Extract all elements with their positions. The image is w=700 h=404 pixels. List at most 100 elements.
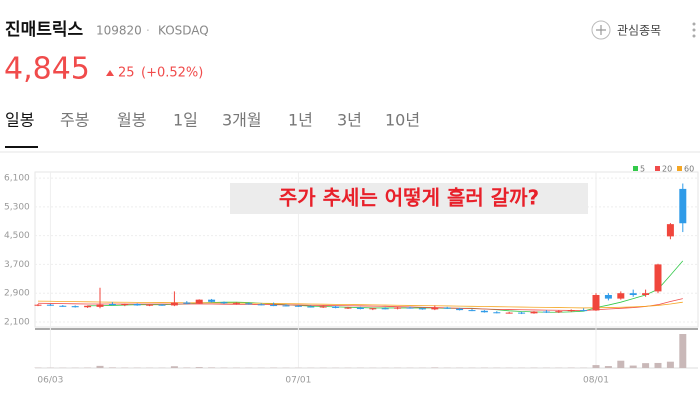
candle-body <box>295 306 302 307</box>
candle-body <box>221 302 228 303</box>
candle-body <box>59 306 66 307</box>
candle-body <box>283 305 290 306</box>
annotation: 주가 추세는 어떻게 흘러 갈까? <box>279 186 539 210</box>
candle-body <box>642 293 649 295</box>
legend-label: 60 <box>684 165 694 174</box>
candle-body <box>320 307 327 308</box>
watch-button[interactable]: 관심종목 <box>592 21 661 39</box>
up-triangle <box>106 70 114 76</box>
candle-body <box>258 304 265 305</box>
volume-bar <box>655 363 662 368</box>
candle-body <box>444 308 451 309</box>
y-tick-label: 4,500 <box>4 231 30 241</box>
candle-body <box>493 312 500 313</box>
price: 4,845 <box>4 52 90 87</box>
y-tick-label: 3,700 <box>4 260 30 270</box>
volume-bar <box>679 334 686 368</box>
y-tick-label: 2,100 <box>4 317 30 327</box>
candle-body <box>369 308 376 309</box>
candle-body <box>506 313 513 314</box>
candle-body <box>543 312 550 313</box>
tab[interactable]: 월봉 <box>117 111 146 130</box>
volume-bar <box>431 367 438 368</box>
candle-body <box>121 304 128 305</box>
tab[interactable]: 일봉 <box>5 111 34 130</box>
candle-body <box>667 224 674 236</box>
tab[interactable]: 1년 <box>288 111 313 130</box>
legend-swatch <box>677 166 682 171</box>
tab[interactable]: 1일 <box>173 111 198 130</box>
x-tick-label: 08/01 <box>583 376 609 386</box>
change-percent: (+0.52%) <box>141 66 203 81</box>
candle-body <box>47 305 54 306</box>
separator: · <box>146 24 150 38</box>
plus-sign <box>596 25 606 35</box>
candle-body <box>183 303 190 304</box>
candle-body <box>531 312 538 314</box>
change: 25 <box>118 66 135 81</box>
candle-body <box>407 308 414 309</box>
candle-body <box>431 308 438 310</box>
legend-swatch <box>655 166 660 171</box>
volume-bar <box>208 367 215 368</box>
candle-body <box>357 308 364 309</box>
tabs: 일봉 주봉 월봉 1일 3개월 1년 3년 10년 <box>5 111 420 130</box>
candle-body <box>382 308 389 309</box>
candle-body <box>593 295 600 310</box>
candle-body <box>679 189 686 223</box>
candle-body <box>617 293 624 298</box>
candle-body <box>35 305 42 306</box>
candle-body <box>469 310 476 311</box>
volume-bar <box>617 361 624 368</box>
chart: 2,100 2,900 3,700 4,500 5,300 6,100 06/03 07/01… <box>0 152 700 386</box>
candle-body <box>72 306 79 307</box>
tab[interactable]: 10년 <box>385 111 420 130</box>
stock-name: 진매트릭스 <box>5 20 84 40</box>
volume-bar <box>593 365 600 368</box>
candle-body <box>332 307 339 308</box>
candle-body <box>345 308 352 309</box>
candle-body <box>630 293 637 295</box>
candle-body <box>605 295 612 299</box>
volume-bar <box>97 366 104 368</box>
stock-code: 109820 <box>96 24 142 38</box>
volume-bar <box>667 362 674 368</box>
candle-body <box>270 305 277 306</box>
candle-body <box>159 305 166 306</box>
candle-body <box>245 303 252 304</box>
candle-body <box>456 309 463 310</box>
candle-body <box>146 305 153 306</box>
candle-body <box>109 304 116 305</box>
volume-bar <box>196 367 203 368</box>
volume-bar <box>630 366 637 368</box>
market: KOSDAQ <box>158 24 209 38</box>
volume-bar <box>171 366 178 368</box>
x-tick-label: 06/03 <box>37 376 63 386</box>
y-tick-label: 5,300 <box>4 202 30 212</box>
legend-label: 20 <box>662 165 672 174</box>
watch-label: 관심종목 <box>617 24 661 38</box>
y-tick-label: 6,100 <box>4 174 30 184</box>
more-menu[interactable] <box>693 23 696 38</box>
volume-bar <box>605 366 612 368</box>
x-tick-label: 07/01 <box>285 376 311 386</box>
candle-body <box>196 300 203 304</box>
candle-body <box>555 311 562 312</box>
candle-body <box>84 306 91 307</box>
candle-body <box>568 310 575 311</box>
tab[interactable]: 3개월 <box>222 111 262 130</box>
candle-body <box>394 308 401 309</box>
legend-swatch <box>633 166 638 171</box>
candle-body <box>580 310 587 311</box>
candle-body <box>208 300 215 302</box>
y-tick-label: 2,900 <box>4 289 30 299</box>
legend-label: 5 <box>640 165 645 174</box>
candle-body <box>171 303 178 306</box>
tab[interactable]: 3년 <box>337 111 362 130</box>
tab[interactable]: 주봉 <box>60 111 89 130</box>
candle-body <box>134 304 141 305</box>
candle-body <box>481 311 488 312</box>
candle-body <box>97 305 104 307</box>
candle-body <box>307 307 314 308</box>
